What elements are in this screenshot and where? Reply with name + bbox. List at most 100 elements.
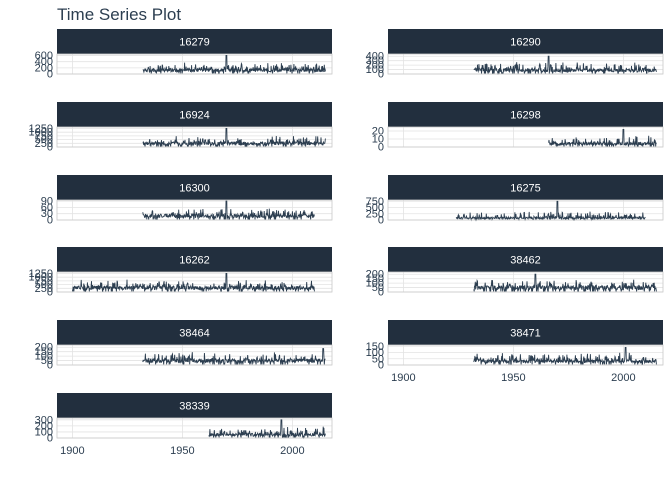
facet-strip-label: 38462 xyxy=(510,255,541,267)
x-tick-label: 2000 xyxy=(280,445,304,457)
series-line-38471 xyxy=(473,347,657,365)
facet-strip-label: 38471 xyxy=(510,328,541,340)
series-line-38464 xyxy=(142,348,326,365)
y-tick-label: 200 xyxy=(35,342,53,354)
facet-strip xyxy=(57,175,332,200)
y-tick-label: 750 xyxy=(35,275,53,287)
y-tick-label: 100 xyxy=(35,426,53,438)
y-tick-label: 30 xyxy=(41,208,53,220)
y-tick-label: 200 xyxy=(35,420,53,432)
y-tick-label: 250 xyxy=(35,283,53,295)
y-tick-label: 150 xyxy=(366,341,384,353)
panel-border xyxy=(56,199,333,221)
y-tick-label: 0 xyxy=(378,215,384,227)
y-tick-label: 90 xyxy=(41,196,53,208)
y-tick-label: 10 xyxy=(372,134,384,146)
y-tick-label: 750 xyxy=(366,196,384,208)
y-tick-label: 500 xyxy=(366,202,384,214)
y-tick-label: 1000 xyxy=(29,272,53,284)
y-tick-label: 20 xyxy=(372,126,384,138)
facet-strip-label: 16924 xyxy=(179,110,210,122)
y-tick-label: 0 xyxy=(378,69,384,81)
y-tick-label: 400 xyxy=(366,51,384,63)
y-tick-label: 300 xyxy=(366,55,384,67)
y-tick-label: 100 xyxy=(366,64,384,76)
facet-strip-label: 16298 xyxy=(510,110,541,122)
y-tick-label: 0 xyxy=(47,287,53,299)
series-line-16279 xyxy=(142,55,326,74)
series-line-16300 xyxy=(142,200,315,220)
facet-strip-label: 38339 xyxy=(179,401,210,413)
panel-border xyxy=(56,53,333,75)
panel-border xyxy=(56,271,333,293)
plot-title: Time Series Plot xyxy=(57,5,182,24)
y-tick-label: 1000 xyxy=(29,127,53,139)
facet-strip xyxy=(57,102,332,127)
y-tick-label: 250 xyxy=(35,138,53,150)
series-line-16924 xyxy=(142,128,326,147)
y-tick-label: 50 xyxy=(41,355,53,367)
panel-border xyxy=(387,199,664,221)
facet-strip xyxy=(57,29,332,54)
y-tick-label: 100 xyxy=(35,351,53,363)
facet-strip xyxy=(57,247,332,272)
facet-strip xyxy=(57,393,332,418)
y-tick-label: 1250 xyxy=(29,268,53,280)
facet-strip-label: 16300 xyxy=(179,183,210,195)
y-tick-label: 0 xyxy=(47,215,53,227)
panel-background xyxy=(388,345,663,365)
series-line-38462 xyxy=(473,273,657,292)
facet-strip xyxy=(388,102,663,127)
y-tick-label: 150 xyxy=(366,273,384,285)
y-tick-label: 60 xyxy=(41,202,53,214)
y-tick-label: 200 xyxy=(366,269,384,281)
panel-border xyxy=(387,53,664,75)
x-tick-label: 1900 xyxy=(60,445,84,457)
y-tick-label: 50 xyxy=(372,282,384,294)
y-tick-label: 0 xyxy=(47,433,53,445)
facet-strip xyxy=(388,320,663,345)
y-tick-label: 0 xyxy=(378,360,384,372)
facet-strip-label: 16262 xyxy=(179,255,210,267)
facet-strip-label: 16275 xyxy=(510,183,541,195)
y-tick-label: 750 xyxy=(35,130,53,142)
y-tick-label: 0 xyxy=(378,287,384,299)
y-tick-label: 0 xyxy=(378,142,384,154)
x-tick-label: 2000 xyxy=(611,372,635,384)
y-tick-label: 500 xyxy=(35,134,53,146)
y-tick-label: 200 xyxy=(366,60,384,72)
panel-border xyxy=(56,417,333,439)
facet-strip-label: 38464 xyxy=(179,328,210,340)
series-line-16290 xyxy=(473,55,657,76)
facet-strip xyxy=(388,247,663,272)
panel-border xyxy=(387,344,664,366)
y-tick-label: 250 xyxy=(366,208,384,220)
series-line-38339 xyxy=(208,419,326,440)
series-line-16298 xyxy=(548,128,657,147)
x-tick-label: 1950 xyxy=(501,372,525,384)
y-tick-label: 0 xyxy=(47,360,53,372)
x-tick-label: 1900 xyxy=(391,372,415,384)
facet-strip xyxy=(388,175,663,200)
y-tick-label: 400 xyxy=(35,56,53,68)
y-tick-label: 150 xyxy=(35,346,53,358)
panel-border xyxy=(387,126,664,148)
facet-strip xyxy=(388,29,663,54)
series-line-16275 xyxy=(455,200,646,222)
y-tick-label: 100 xyxy=(366,278,384,290)
facet-strip-label: 16290 xyxy=(510,37,541,49)
facet-strip-label: 16279 xyxy=(179,37,210,49)
panel-border xyxy=(387,271,664,293)
y-tick-label: 200 xyxy=(35,62,53,74)
y-tick-label: 600 xyxy=(35,50,53,62)
y-tick-label: 50 xyxy=(372,353,384,365)
panel-border xyxy=(56,126,333,148)
series-line-16262 xyxy=(71,273,315,292)
y-tick-label: 100 xyxy=(366,347,384,359)
panel-border xyxy=(56,344,333,366)
x-tick-label: 1950 xyxy=(170,445,194,457)
y-tick-label: 0 xyxy=(47,142,53,154)
y-tick-label: 0 xyxy=(47,69,53,81)
panel-background xyxy=(57,418,332,438)
